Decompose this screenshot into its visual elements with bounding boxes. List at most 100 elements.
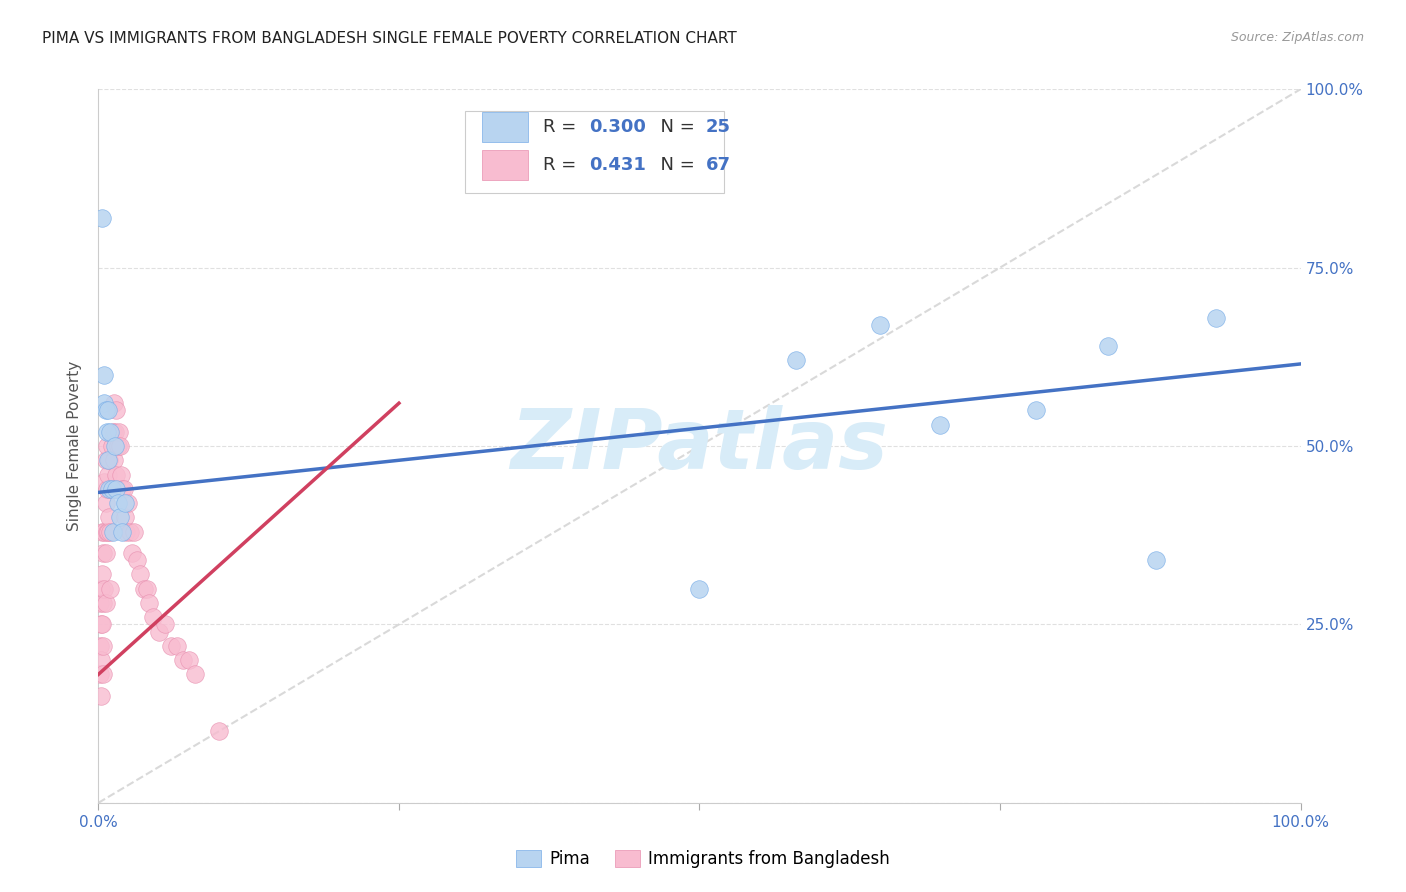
Point <box>91 567 114 582</box>
Point <box>105 403 128 417</box>
Point <box>96 524 118 539</box>
Point <box>103 453 125 467</box>
Point <box>101 482 124 496</box>
FancyBboxPatch shape <box>482 112 527 142</box>
Text: PIMA VS IMMIGRANTS FROM BANGLADESH SINGLE FEMALE POVERTY CORRELATION CHART: PIMA VS IMMIGRANTS FROM BANGLADESH SINGL… <box>42 31 737 46</box>
Point <box>91 211 114 225</box>
Point <box>91 596 114 610</box>
Point <box>110 467 132 482</box>
Point <box>93 582 115 596</box>
Point <box>90 582 112 596</box>
Point <box>104 425 127 439</box>
Point <box>89 667 111 681</box>
Point <box>90 617 112 632</box>
Point <box>97 467 120 482</box>
FancyBboxPatch shape <box>482 150 527 179</box>
Point <box>96 482 118 496</box>
Text: R =: R = <box>543 155 582 174</box>
Text: 25: 25 <box>706 118 731 136</box>
Point <box>101 425 124 439</box>
Point <box>104 482 127 496</box>
Y-axis label: Single Female Poverty: Single Female Poverty <box>67 361 83 531</box>
Point <box>94 546 117 560</box>
Point <box>125 553 148 567</box>
Point <box>100 439 122 453</box>
Point <box>94 596 117 610</box>
Point <box>177 653 200 667</box>
Point <box>108 439 131 453</box>
Text: R =: R = <box>543 118 582 136</box>
Text: 0.431: 0.431 <box>589 155 645 174</box>
Point <box>114 510 136 524</box>
Point <box>1144 553 1167 567</box>
Point <box>135 582 157 596</box>
Point <box>93 475 115 489</box>
Point <box>97 453 120 467</box>
Point <box>141 610 163 624</box>
Point <box>159 639 181 653</box>
Point <box>94 496 117 510</box>
Point <box>90 689 112 703</box>
Point <box>96 425 118 439</box>
Point <box>1097 339 1119 353</box>
Point <box>100 524 122 539</box>
Text: N =: N = <box>650 155 700 174</box>
Point <box>124 524 146 539</box>
Text: N =: N = <box>650 118 700 136</box>
Point <box>129 567 152 582</box>
Point <box>91 617 114 632</box>
Point <box>97 524 120 539</box>
Point <box>1205 310 1227 325</box>
Point <box>107 439 129 453</box>
Point <box>100 582 122 596</box>
Point <box>98 453 121 467</box>
Point <box>1025 403 1047 417</box>
Point <box>98 482 121 496</box>
Point <box>97 403 120 417</box>
Point <box>172 653 194 667</box>
Point <box>869 318 891 332</box>
Point <box>104 439 127 453</box>
Point <box>89 639 111 653</box>
Text: ZIPatlas: ZIPatlas <box>510 406 889 486</box>
Point <box>89 596 111 610</box>
Point <box>117 496 139 510</box>
Point <box>108 425 131 439</box>
Point <box>103 396 125 410</box>
Point <box>108 510 131 524</box>
Point <box>101 524 124 539</box>
Point <box>132 582 155 596</box>
Point <box>121 546 143 560</box>
Point <box>94 403 117 417</box>
Point <box>100 482 122 496</box>
Point <box>138 596 160 610</box>
Point <box>93 524 115 539</box>
Point <box>111 482 134 496</box>
Point <box>100 482 122 496</box>
Point <box>112 482 135 496</box>
Point <box>148 624 170 639</box>
Point <box>183 667 205 681</box>
Point <box>208 724 231 739</box>
Text: 0.300: 0.300 <box>589 118 645 136</box>
Point <box>90 653 112 667</box>
Point <box>94 453 117 467</box>
Point <box>114 496 136 510</box>
Point <box>91 546 114 560</box>
Point <box>115 524 138 539</box>
Point <box>91 524 114 539</box>
Point <box>118 524 141 539</box>
Point <box>105 467 128 482</box>
Text: 67: 67 <box>706 155 731 174</box>
FancyBboxPatch shape <box>465 111 724 193</box>
Point <box>93 396 115 410</box>
Point <box>96 439 118 453</box>
Point <box>166 639 188 653</box>
Text: Source: ZipAtlas.com: Source: ZipAtlas.com <box>1230 31 1364 45</box>
Point <box>100 425 122 439</box>
Point <box>111 524 134 539</box>
Point <box>105 482 128 496</box>
Point <box>785 353 807 368</box>
Point <box>689 582 711 596</box>
Point <box>100 482 122 496</box>
